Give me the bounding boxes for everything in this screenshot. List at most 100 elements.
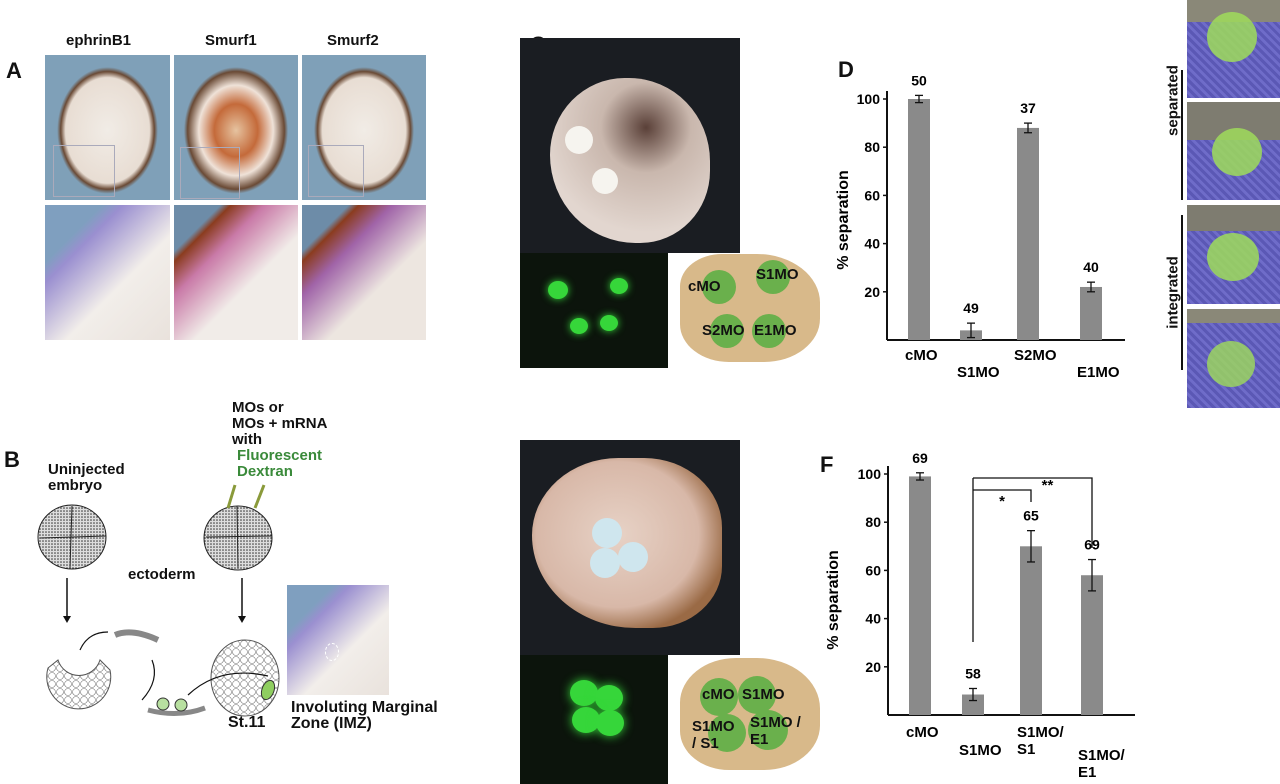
injected-embryo-drawing	[203, 484, 273, 571]
significance-bracket	[973, 477, 1093, 548]
bar-s1mo	[962, 694, 984, 715]
integrated-label: integrated	[1164, 256, 1182, 329]
n-label: 69	[912, 450, 928, 466]
y-tick-label: 40	[864, 236, 880, 252]
cartoon-label-s2mo: S2MO	[702, 322, 745, 339]
separated-image-2	[1187, 102, 1280, 200]
stage-label: St.11	[228, 714, 266, 731]
imz-marker	[325, 643, 339, 661]
ectoderm-piece	[113, 629, 160, 643]
panel-e-cartoon: cMO S1MO S1MO / S1 S1MO / E1	[680, 658, 820, 770]
inset-box	[53, 145, 115, 197]
smurf2-zoom-image	[302, 205, 426, 340]
significance-label: **	[1042, 477, 1054, 494]
separated-label: separated	[1164, 65, 1182, 136]
y-tick-label: 20	[865, 659, 881, 675]
significance-label: *	[999, 493, 1005, 510]
header-ephrinb1: ephrinB1	[66, 32, 132, 49]
y-tick-label: 20	[864, 284, 880, 300]
cartoon-label-e1mo: E1MO	[754, 322, 797, 339]
x-tick-label: S1MO	[957, 364, 1000, 381]
schematic-diagram	[37, 484, 280, 717]
y-axis-label: % separation	[825, 550, 842, 650]
dextran-text: Dextran	[237, 463, 293, 480]
y-tick-label: 100	[857, 91, 881, 107]
text-line: Uninjected	[48, 461, 125, 478]
x-tick-label: S1MO	[959, 742, 1002, 759]
x-tick-label: cMO	[905, 347, 938, 364]
panel-label-d: D	[838, 57, 854, 82]
cut-embryo	[46, 659, 112, 710]
n-label: 65	[1023, 508, 1039, 524]
ephrinb1-zoom-image	[45, 205, 170, 340]
ectoderm-label: ectoderm	[128, 566, 196, 583]
text-line: MOs + mRNA	[232, 415, 328, 432]
n-label: 37	[1020, 100, 1036, 116]
header-smurf1: Smurf1	[205, 32, 257, 49]
imz-label: Involuting Marginal Zone (IMZ)	[291, 700, 438, 732]
smurf2-embryo-image	[302, 55, 426, 200]
bar-cmo	[909, 476, 931, 715]
text-line: Zone (IMZ)	[291, 715, 372, 732]
y-tick-label: 80	[864, 139, 880, 155]
integrated-image-2	[1187, 309, 1280, 408]
significance-bracket	[973, 489, 1032, 502]
separated-bracket	[1181, 70, 1183, 200]
bar-s1moe1	[1081, 575, 1103, 715]
y-tick-label: 80	[865, 514, 881, 530]
panel-c-cartoon: cMO S1MO S2MO E1MO	[680, 254, 820, 362]
bar-s2mo	[1017, 127, 1039, 340]
x-tick-label: E1	[1078, 764, 1096, 781]
bar-s1mos1	[1020, 546, 1042, 715]
panel-label-a: A	[6, 58, 22, 83]
panel-c-embryo-image	[520, 38, 740, 253]
injection-label: MOs or MOs + mRNA with Fluorescent Dextr…	[232, 400, 327, 480]
inset-box	[180, 147, 240, 199]
y-tick-label: 60	[865, 562, 881, 578]
cartoon-label-s1mo-s1: S1MO / S1	[692, 718, 735, 752]
x-tick-label: S1	[1017, 741, 1035, 758]
uninjected-label: Uninjected embryo	[48, 462, 125, 494]
bar-e1mo	[1080, 286, 1102, 340]
smurf1-embryo-image	[174, 55, 298, 200]
injected-spot	[565, 126, 593, 154]
panel-c-fluorescence-image	[520, 253, 668, 368]
x-tick-label: S2MO	[1014, 347, 1057, 364]
fluorescent-text: Fluorescent	[237, 447, 323, 464]
n-label: 50	[911, 72, 927, 88]
bar-charts: 20 40 60 80 100 % separation 50 cMO 49 S1MO 37 S2MO…	[825, 72, 1135, 781]
integrated-image-1	[1187, 205, 1280, 304]
n-label: 40	[1083, 259, 1099, 275]
inset-box	[308, 145, 364, 197]
bar-cmo	[908, 99, 930, 340]
cartoon-label-cmo: cMO	[702, 686, 735, 703]
cartoon-label-s1mo: S1MO	[756, 266, 799, 283]
y-tick-label: 100	[858, 466, 882, 482]
x-tick-label: E1MO	[1077, 364, 1120, 381]
header-smurf2: Smurf2	[327, 32, 379, 49]
panel-e-embryo-image	[520, 440, 740, 655]
x-tick-label: cMO	[906, 724, 939, 741]
y-axis-label: % separation	[835, 170, 852, 270]
y-tick-label: 60	[864, 187, 880, 203]
text-line: Involuting Marginal	[291, 699, 438, 716]
text-line: MOs or	[232, 399, 284, 416]
integrated-bracket	[1181, 215, 1183, 370]
x-tick-label: S1MO/	[1078, 747, 1126, 764]
uninjected-embryo-drawing	[37, 504, 107, 570]
n-label: 49	[963, 300, 979, 316]
text-line: embryo	[48, 477, 103, 494]
cartoon-label-s1mo-e1: S1MO / E1	[750, 714, 801, 748]
imz-image	[287, 585, 389, 695]
separated-image-1	[1187, 0, 1280, 98]
ephrinb1-embryo-image	[45, 55, 170, 200]
x-tick-label: S1MO/	[1017, 724, 1065, 741]
embryo	[550, 78, 710, 243]
text-line: with	[232, 431, 262, 448]
panel-label-f: F	[820, 452, 834, 477]
y-tick-label: 40	[865, 611, 881, 627]
cartoon-label-cmo: cMO	[688, 278, 721, 295]
n-label: 58	[965, 665, 981, 681]
panel-label-b: B	[4, 447, 20, 472]
injected-spot	[592, 168, 618, 194]
